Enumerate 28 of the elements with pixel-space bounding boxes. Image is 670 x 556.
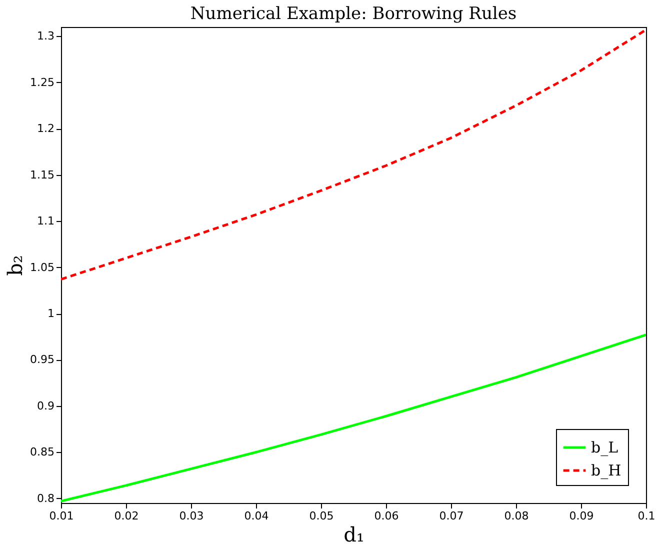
y-tick-label: 1.05 (30, 260, 54, 274)
x-tick-label: 0.08 (504, 510, 529, 522)
legend-label: b_L (591, 438, 618, 456)
chart-title: Numerical Example: Borrowing Rules (190, 4, 517, 24)
y-axis-title: b₂ (3, 255, 28, 276)
legend-label: b_H (591, 462, 622, 480)
line-series (61, 28, 646, 281)
y-tick-label: 1.15 (30, 168, 54, 182)
x-tick-label: 0.06 (374, 510, 399, 522)
x-tick-label: 0.04 (244, 510, 269, 522)
x-tick-label: 0.01 (49, 510, 74, 522)
x-tick-label: 0.1 (638, 510, 656, 522)
y-tick-label: 1 (48, 307, 54, 320)
y-tick-label: 1.2 (37, 122, 54, 136)
x-tick-label: 0.02 (114, 510, 139, 522)
x-tick-label: 0.09 (569, 510, 594, 522)
x-tick-label: 0.03 (179, 510, 204, 522)
y-tick-label: 0.9 (37, 399, 54, 412)
x-tick-label: 0.05 (309, 510, 334, 522)
x-axis-title: d₁ (344, 522, 364, 546)
x-tick-label: 0.07 (439, 510, 464, 522)
y-tick-label: 0.85 (30, 446, 54, 459)
y-tick-label: 0.95 (30, 353, 54, 366)
y-tick-label: 0.8 (37, 492, 54, 505)
line-series (61, 334, 646, 502)
y-tick-label: 1.3 (37, 30, 54, 43)
y-tick-label: 1.1 (37, 214, 54, 228)
y-tick-label: 1.25 (30, 76, 54, 89)
